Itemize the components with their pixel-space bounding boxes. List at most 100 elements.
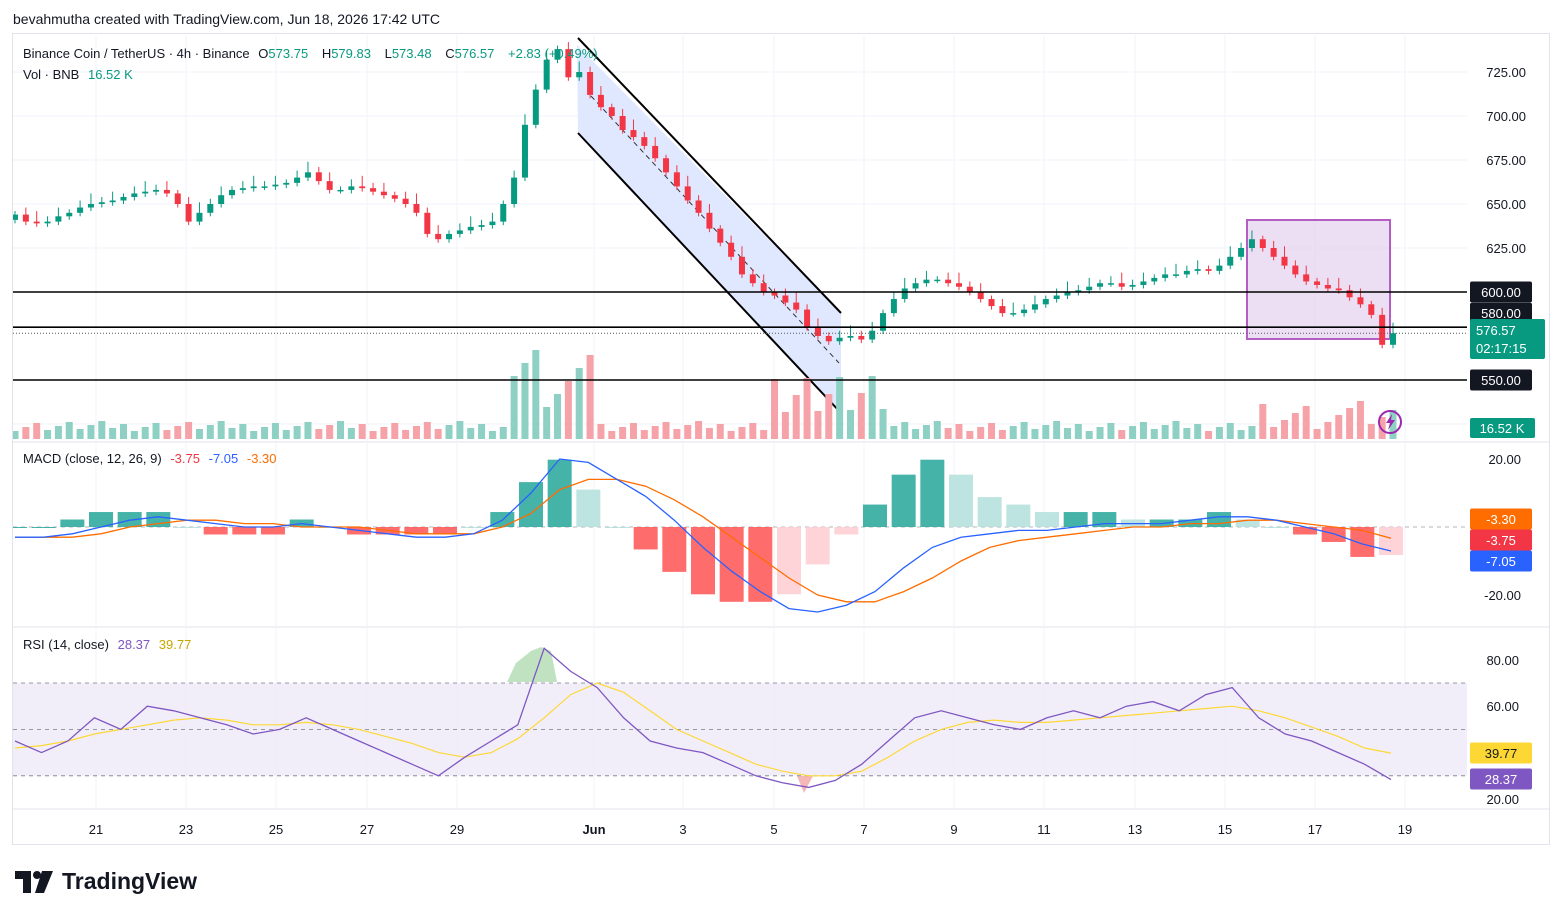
volume-bar (651, 426, 659, 439)
volume-bar (662, 422, 670, 439)
candle-body (760, 283, 767, 292)
volume-bar (206, 425, 214, 439)
chart-attribution: bevahmutha created with TradingView.com,… (13, 11, 440, 27)
volume-bar (337, 421, 345, 439)
candle-body (608, 107, 615, 116)
volume-bar (65, 422, 73, 439)
volume-bar (467, 428, 475, 439)
volume-bar (1356, 401, 1364, 439)
candle-body (207, 204, 214, 213)
macd-signal-tag: -3.30 (1486, 512, 1516, 527)
volume-bar (543, 407, 551, 439)
candle-body (1031, 304, 1038, 310)
time-axis-label: 17 (1308, 822, 1322, 837)
candle-body (218, 195, 225, 204)
volume-bar (1074, 424, 1082, 439)
candle-body (326, 181, 333, 190)
candle-body (706, 212, 713, 229)
volume-bar (76, 429, 84, 439)
volume-bar (1118, 430, 1126, 439)
candle-body (1259, 239, 1266, 248)
candle-body (402, 198, 409, 204)
price-axis-label: 650.00 (1486, 197, 1526, 212)
volume-bar (933, 421, 941, 439)
candle-body (1021, 309, 1028, 314)
candle-body (1346, 290, 1353, 298)
volume-bar (1324, 422, 1332, 439)
level-550-tag-bg (1470, 369, 1532, 391)
candle-body (1107, 283, 1114, 285)
channel-mid-line (590, 95, 840, 364)
candle-body (391, 195, 398, 199)
volume-bar (836, 377, 844, 439)
channel-upper-line (577, 37, 842, 314)
rsi-ma-tag-bg (1470, 742, 1532, 764)
candle-body (554, 49, 561, 60)
chart-canvas[interactable]: 725.00700.00675.00650.00625.00525.00600.… (13, 34, 1549, 844)
time-axis-label: 27 (360, 822, 374, 837)
time-axis-label: 21 (89, 822, 103, 837)
volume-bar (1139, 422, 1147, 439)
candle-body (576, 72, 583, 78)
time-axis-label: 5 (770, 822, 777, 837)
candle-body (1118, 283, 1125, 287)
volume-bar (478, 424, 486, 439)
candle-body (456, 230, 463, 234)
high-value: 579.83 (331, 46, 371, 61)
candle-body (370, 188, 377, 192)
volume-bar (1302, 406, 1310, 439)
candle-body (597, 94, 604, 108)
candle-body (738, 256, 745, 275)
macd-histogram-bar (1006, 504, 1031, 527)
volume-bar (890, 426, 898, 439)
volume-bar (629, 423, 637, 439)
volume-bar (738, 427, 746, 439)
candle-body (804, 309, 811, 328)
macd-axis-label: 20.00 (1488, 452, 1521, 467)
macd-label: MACD (close, 12, 26, 9) (23, 451, 162, 466)
candle-body (923, 279, 930, 284)
candle-body (901, 288, 908, 300)
rsi-tag-bg (1470, 768, 1532, 790)
volume-bar (54, 426, 62, 439)
tv-logo-icon (15, 870, 53, 893)
volume-bar (1367, 424, 1375, 439)
volume-bar (1291, 413, 1299, 439)
candle-body (435, 233, 442, 240)
volume-bar (326, 425, 334, 439)
volume-bar (846, 410, 854, 439)
volume-bar (912, 429, 920, 439)
volume-bar (1259, 404, 1267, 439)
price-axis-label: 625.00 (1486, 241, 1526, 256)
macd-histogram-bar (60, 519, 85, 527)
volume-bar (217, 421, 225, 439)
candle-body (1368, 304, 1375, 315)
candle-body (261, 186, 268, 188)
volume-bar (13, 431, 19, 439)
volume-bar (955, 424, 963, 439)
candle-body (489, 221, 496, 226)
macd-histogram-bar (1063, 512, 1088, 527)
candle-body (1205, 269, 1212, 271)
volume-bar (510, 376, 518, 439)
macd-histogram-bar (1235, 519, 1260, 527)
macd-histogram-bar (805, 527, 830, 565)
volume-bar (1150, 429, 1158, 439)
macd-histogram-bar (1321, 527, 1346, 542)
volume-bar (597, 424, 605, 439)
channel-lower-line (577, 132, 842, 414)
volume-bar (532, 350, 540, 439)
candle-body (359, 186, 366, 189)
candle-body (33, 221, 40, 224)
time-axis-label: Jun (582, 822, 605, 837)
candle-body (1042, 299, 1049, 305)
macd-histogram-bar (1350, 527, 1375, 557)
volume-bar (998, 430, 1006, 439)
candle-body (869, 330, 876, 340)
brand-name: TradingView (62, 868, 198, 894)
volume-bar (922, 425, 930, 439)
price-axis-label: 675.00 (1486, 153, 1526, 168)
time-axis-label: 13 (1128, 822, 1142, 837)
volume-bar (814, 411, 822, 439)
volume-bar (1280, 420, 1288, 439)
